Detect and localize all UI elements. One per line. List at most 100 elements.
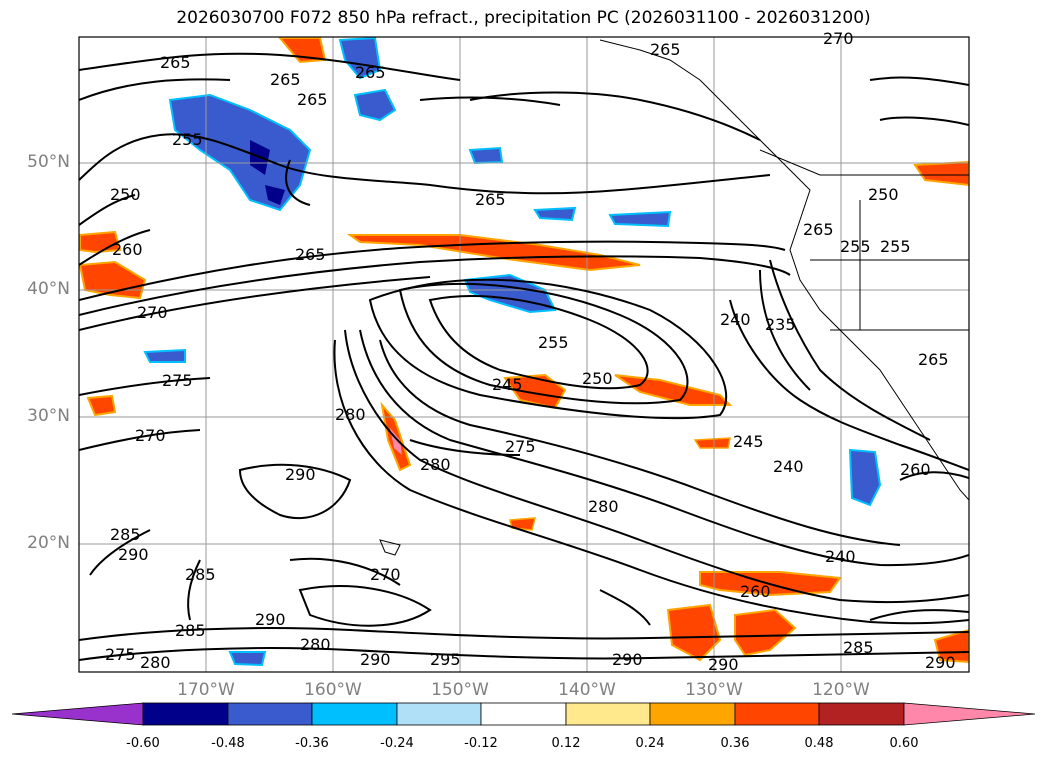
colorbar-tick-label: 0.12: [551, 736, 581, 751]
lon-label: 120°W: [812, 680, 870, 700]
colorbar-tick-label: -0.36: [295, 736, 329, 751]
contour-label: 265: [297, 90, 328, 109]
colorbar-segment: [649, 702, 736, 726]
lon-label: 150°W: [431, 680, 489, 700]
lon-label: 140°W: [558, 680, 616, 700]
colorbar-tick-label: 0.36: [720, 736, 750, 751]
precip-blob: [265, 185, 285, 205]
colorbar-segment: [142, 702, 229, 726]
colorbar-tick-label: 0.48: [804, 736, 834, 751]
contour-label: 265: [650, 40, 681, 59]
contour-label: 240: [720, 310, 751, 329]
contour-label: 250: [868, 185, 899, 204]
contour-label: 240: [825, 547, 856, 566]
colorbar-segment: [734, 702, 820, 726]
contour-label: 270: [135, 426, 166, 445]
contour-label-group: 265 265 265 265 255 250 260 265 270 275 …: [105, 29, 956, 674]
contour-label: 260: [112, 240, 143, 259]
contour-label: 290: [925, 653, 956, 672]
precip-blob: [509, 517, 536, 531]
contour-label: 265: [475, 190, 506, 209]
precip-blob: [533, 206, 577, 222]
colorbar-tick-label: -0.24: [380, 736, 414, 751]
contour-label: 245: [492, 375, 523, 394]
contour-label: 240: [773, 457, 804, 476]
lat-label: 30°N: [27, 406, 70, 426]
colorbar-segment: [818, 702, 905, 726]
contour-label: 255: [538, 333, 569, 352]
precip-blob: [143, 348, 186, 363]
precip-blob: [666, 603, 722, 662]
precip-blob: [734, 608, 797, 657]
contour-label: 265: [270, 70, 301, 89]
contour-label: 235: [765, 315, 796, 334]
lon-label: 160°W: [304, 680, 362, 700]
contour-label: 285: [843, 638, 874, 657]
refractivity-contours: [79, 52, 969, 661]
colorbar-tick-label: -0.48: [211, 736, 245, 751]
contour-label: 285: [175, 621, 206, 640]
contour-label: 260: [740, 582, 771, 601]
colorbar-segment: [396, 702, 482, 726]
coastline: [379, 39, 969, 556]
lat-label: 50°N: [27, 152, 70, 172]
precip-blob: [848, 448, 882, 507]
contour-label: 255: [172, 130, 203, 149]
contour-label: 265: [295, 245, 326, 264]
contour-label: 255: [840, 237, 871, 256]
precip-blob: [353, 88, 397, 122]
precip-blob: [503, 373, 567, 410]
colorbar-segment: [565, 702, 651, 726]
precip-blob: [468, 146, 504, 165]
lon-label: 170°W: [177, 680, 235, 700]
contour-label: 260: [900, 460, 931, 479]
map-frame: [78, 36, 970, 673]
contour-label: 275: [105, 645, 136, 664]
contour-label: 280: [300, 635, 331, 654]
colorbar-segment: [227, 702, 313, 726]
colorbar-tick-label: 0.60: [889, 736, 919, 751]
contour-label: 290: [118, 545, 149, 564]
precip-blob: [608, 210, 672, 228]
contour-label: 290: [255, 610, 286, 629]
contour-label: 290: [285, 465, 316, 484]
contour-label: 280: [335, 405, 366, 424]
contour-label: 270: [370, 565, 401, 584]
contour-label: 275: [162, 371, 193, 390]
colorbar-tick-label: -0.60: [126, 736, 160, 751]
colorbar-segment: [311, 702, 398, 726]
contour-label: 280: [420, 455, 451, 474]
colorbar-extend-low: [11, 702, 144, 726]
precip-blob: [228, 651, 267, 667]
contour-label: 275: [505, 437, 536, 456]
colorbar: [11, 702, 1036, 726]
contour-label: 285: [110, 525, 141, 544]
contour-label: 250: [110, 185, 141, 204]
contour-label: 245: [733, 432, 764, 451]
contour-label: 280: [140, 653, 171, 672]
colorbar-tick-label: 0.24: [635, 736, 665, 751]
contour-label: 285: [185, 565, 216, 584]
map-title: 2026030700 F072 850 hPa refract., precip…: [176, 8, 871, 28]
precip-shading: [79, 37, 969, 667]
colorbar-segment: [480, 702, 567, 726]
contour-label: 270: [823, 29, 854, 48]
contour-label: 265: [918, 350, 949, 369]
precip-blob: [86, 394, 117, 417]
lon-label: 130°W: [685, 680, 743, 700]
precip-blob: [693, 437, 731, 449]
colorbar-extend-high: [903, 702, 1036, 726]
contour-label: 290: [360, 650, 391, 669]
contour-label: 280: [588, 497, 619, 516]
contour-label: 250: [582, 369, 613, 388]
contour-label: 265: [160, 53, 191, 72]
precip-blob: [346, 234, 641, 272]
contour-label: 255: [880, 237, 911, 256]
contour-label: 290: [708, 655, 739, 674]
contour-label: 290: [612, 650, 643, 669]
colorbar-tick-label: -0.12: [464, 736, 498, 751]
precip-blob: [168, 93, 312, 212]
lat-label: 20°N: [27, 533, 70, 553]
graticule: [79, 37, 969, 672]
